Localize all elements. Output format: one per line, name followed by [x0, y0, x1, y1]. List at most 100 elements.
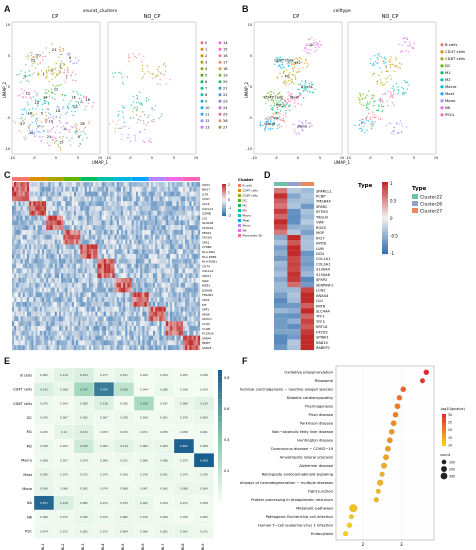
heatmap-cell — [76, 330, 79, 336]
gene-label: CPA3 — [202, 298, 210, 302]
colorbar-step — [442, 426, 446, 429]
heatmap-cell — [18, 316, 21, 322]
heatmap-cell — [172, 230, 175, 235]
gene-label: APOC1 — [202, 317, 212, 321]
matrix-value: 0.078 — [120, 416, 128, 420]
umap-point — [42, 125, 44, 128]
heatmap-cell — [93, 263, 96, 269]
umap-point — [364, 97, 366, 100]
heatmap-cell — [103, 321, 107, 327]
heatmap-cell — [148, 292, 151, 298]
heatmap-cell — [37, 210, 40, 216]
umap-point — [28, 129, 30, 131]
colorbar-step — [218, 389, 222, 394]
umap-point — [390, 93, 392, 96]
heatmap-cell — [93, 316, 96, 322]
heatmap-cell — [133, 201, 137, 207]
heatmap-cell — [69, 186, 72, 192]
heatmap-cell — [54, 225, 57, 231]
heatmap-cell — [135, 292, 139, 298]
heatmap-cell — [274, 193, 288, 199]
umap-point — [366, 103, 368, 105]
heatmap-cell — [12, 239, 15, 245]
term-label: Diabetic cardiomyopathy — [287, 396, 334, 400]
matrix-value: 0.784 — [100, 387, 108, 391]
heatmap-cell — [22, 234, 25, 240]
heatmap-cell — [65, 191, 68, 197]
umap-point — [297, 88, 299, 91]
heatmap-cell — [48, 287, 51, 293]
gene-label: CPA1 — [202, 240, 210, 244]
heatmap-cell — [157, 206, 160, 211]
heatmap-cell — [26, 321, 30, 327]
heatmap-cell — [191, 278, 194, 283]
heatmap-cell — [67, 215, 70, 221]
umap-point — [122, 107, 124, 109]
cluster-annotation-bar — [46, 177, 64, 181]
legend-label: 2 — [205, 54, 207, 58]
umap-point — [49, 135, 51, 137]
heatmap-cell — [195, 306, 198, 312]
heatmap-cell — [163, 196, 166, 202]
heatmap-cell — [39, 326, 43, 331]
heatmap-cell — [93, 268, 96, 274]
heatmap-cell — [95, 249, 98, 255]
heatmap-cell — [159, 282, 162, 288]
heatmap-cell — [114, 268, 117, 274]
heatmap-cell — [108, 268, 111, 274]
heatmap-cell — [16, 249, 19, 255]
heatmap-cell — [73, 210, 77, 216]
umap-point — [310, 45, 312, 47]
cluster-label: 20 — [36, 53, 41, 57]
heatmap-cell — [125, 206, 128, 211]
heatmap-cell — [161, 186, 164, 192]
heatmap-cell — [93, 297, 96, 303]
heatmap-cell — [120, 196, 124, 202]
heatmap-cell — [193, 273, 196, 279]
umap-b-xlabel: UMAP_1 — [334, 160, 351, 165]
heatmap-cell — [84, 292, 87, 298]
heatmap-cell — [80, 258, 83, 264]
heatmap-cell — [197, 297, 201, 303]
heatmap-cell — [118, 215, 122, 221]
umap-point — [389, 96, 391, 98]
heatmap-cell — [37, 316, 40, 322]
heatmap-cell — [24, 210, 28, 216]
umap-point — [373, 64, 375, 67]
heatmap-cell — [56, 230, 60, 235]
heatmap-cell — [35, 302, 38, 307]
heatmap-cell — [112, 282, 115, 288]
umap-point — [24, 138, 26, 140]
term-label: Human T−cell leukemia virus 1 infection — [258, 524, 334, 528]
heatmap-cell — [187, 302, 190, 307]
heatmap-cell — [131, 215, 134, 221]
colorbar-step — [382, 244, 388, 247]
heatmap-cell — [101, 335, 104, 341]
umap-point — [63, 99, 65, 102]
heatmap-cell — [39, 249, 43, 255]
y-tick-label: 10 — [248, 23, 252, 27]
umap-point — [381, 106, 383, 108]
umap-point — [284, 100, 286, 102]
heatmap-cell — [114, 230, 117, 235]
heatmap-cell — [73, 186, 77, 192]
heatmap-cell — [54, 278, 57, 283]
heatmap-cell — [176, 282, 179, 288]
heatmap-cell — [138, 321, 141, 327]
heatmap-cell — [197, 340, 201, 346]
heatmap-cell — [12, 340, 15, 346]
heatmap-cell — [178, 297, 181, 303]
heatmap-cell — [56, 220, 60, 226]
heatmap-cell — [125, 234, 128, 240]
heatmap-cell — [108, 239, 111, 245]
umap-point — [377, 58, 379, 60]
heatmap-cell — [155, 191, 158, 197]
heatmap-cell — [93, 234, 96, 240]
heatmap-cell — [182, 201, 186, 207]
colorbar-tick: 0 — [228, 198, 230, 202]
heatmap-cell — [148, 249, 151, 255]
gene-label: COL1A1 — [202, 269, 214, 273]
heatmap-cell — [78, 210, 81, 216]
heatmap-cell — [182, 282, 186, 288]
heatmap-cell — [16, 225, 19, 231]
